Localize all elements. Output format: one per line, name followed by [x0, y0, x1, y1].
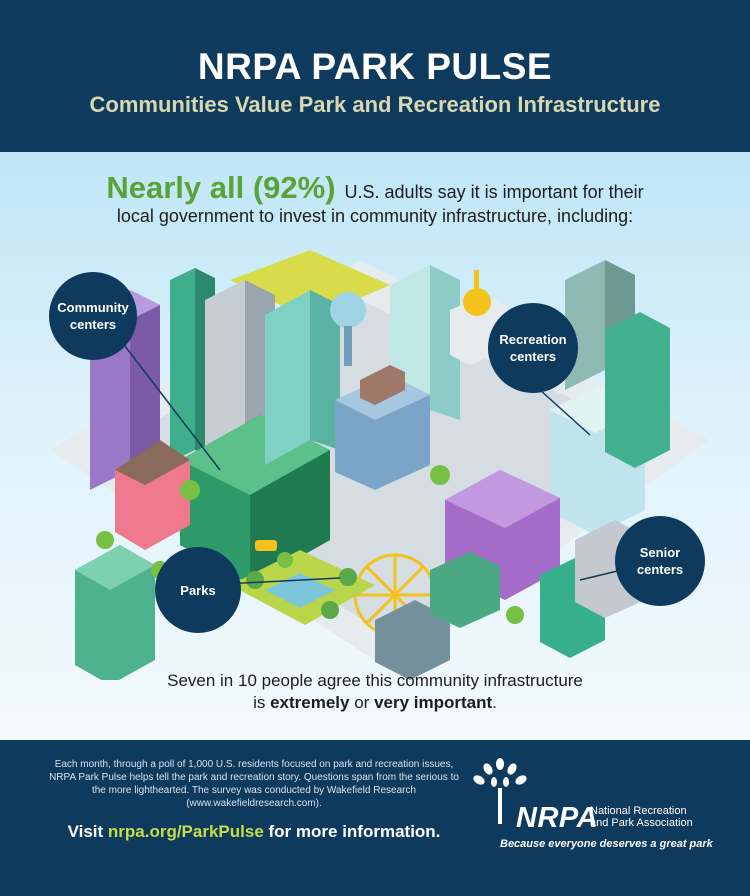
agreement-pre: is [253, 693, 266, 712]
header: NRPA PARK PULSE Communities Value Park a… [0, 0, 750, 152]
bottom-left-building [75, 545, 155, 680]
tree-logo-icon [473, 758, 527, 824]
callout-senior-centers: Senior centers [615, 516, 705, 606]
nrpa-logo: NRPA National Recreation and Park Associ… [470, 754, 720, 864]
stat-line-2: local government to invest in community … [116, 206, 634, 226]
trees [96, 465, 524, 624]
agreement-period: . [492, 693, 497, 712]
agreement-very-important: very important [374, 693, 493, 712]
stat-line-1: U.S. adults say it is important for thei… [344, 182, 644, 202]
logo-wordmark: NRPA [516, 802, 599, 834]
parkpulse-link[interactable]: nrpa.org/ParkPulse [107, 822, 264, 841]
logo-org-line1: National Recreation [590, 805, 687, 817]
about-text: Each month, through a poll of 1,000 U.S.… [49, 759, 459, 809]
callout-senior-line2: centers [636, 562, 684, 577]
park-area [230, 550, 375, 625]
visit-line: Visit nrpa.org/ParkPulse for more inform… [48, 822, 460, 842]
callout-parks-label: Parks [180, 582, 216, 598]
agreement-statement: Seven in 10 people agree this community … [0, 670, 750, 714]
agreement-or: or [354, 693, 370, 712]
water-tower [330, 292, 366, 366]
agreement-line-1: Seven in 10 people agree this community … [167, 671, 583, 690]
callout-recreation-centers: Recreation centers [488, 303, 578, 393]
stat-statement: Nearly all (92%) U.S. adults say it is i… [40, 172, 710, 228]
callout-recreation-line2: centers [509, 349, 557, 364]
visit-suffix: for more information. [268, 822, 441, 841]
logo-org-line2: and Park Association [590, 817, 693, 829]
callout-senior-line1: Senior [639, 545, 681, 560]
page-subtitle: Communities Value Park and Recreation In… [89, 92, 661, 117]
taxi-car [255, 540, 277, 551]
agreement-extremely: extremely [270, 693, 350, 712]
callout-community-centers: Community centers [49, 272, 137, 360]
visit-prefix: Visit [67, 822, 104, 841]
bottom-mid-building [375, 552, 500, 680]
callout-recreation-line1: Recreation [499, 332, 567, 347]
logo-organization: National Recreation and Park Association [590, 805, 693, 829]
illustration-panel: Nearly all (92%) U.S. adults say it is i… [0, 152, 750, 740]
callout-community-line1: Community [57, 300, 129, 315]
logo-tagline: Because everyone deserves a great park [500, 838, 713, 850]
page-title: NRPA PARK PULSE [197, 46, 553, 87]
callout-parks: Parks [155, 547, 241, 633]
pink-house [115, 440, 190, 550]
museum-building [335, 365, 430, 490]
teal-tower [265, 290, 340, 465]
stat-highlight: Nearly all (92%) [106, 170, 336, 205]
footer: Each month, through a poll of 1,000 U.S.… [0, 740, 750, 896]
right-tower [565, 260, 670, 468]
callout-community-line2: centers [69, 317, 117, 332]
